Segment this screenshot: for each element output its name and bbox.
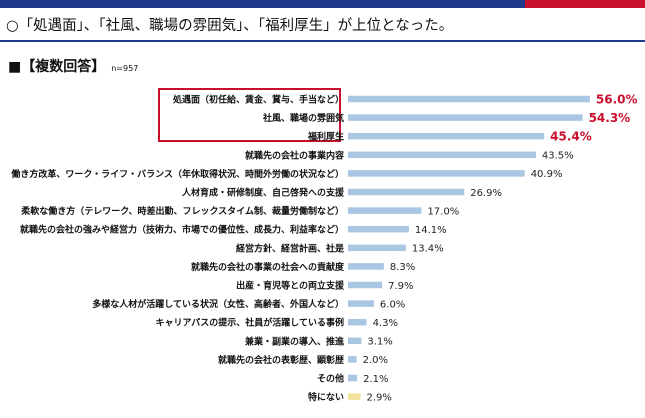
section-title-text: ■【複数回答】 <box>8 59 106 75</box>
bar <box>348 374 358 382</box>
category-label: 就職先の会社の事業の社会への貢献度 <box>191 261 345 273</box>
value-label: 40.9% <box>531 169 563 180</box>
value-label: 43.5% <box>542 151 574 162</box>
value-label: 7.9% <box>388 281 413 292</box>
bar <box>348 356 357 363</box>
value-label: 17.0% <box>427 206 459 217</box>
headline-divider <box>0 40 645 42</box>
bar <box>348 393 361 400</box>
bar <box>348 132 545 140</box>
bar <box>348 151 536 159</box>
category-label: 出産・育児等との両立支援 <box>236 280 345 292</box>
bar <box>348 300 374 307</box>
category-label: 就職先の会社の表彰歴、顕彰歴 <box>218 354 344 366</box>
category-label: 多様な人材が活躍している状況（女性、高齢者、外国人など） <box>92 298 344 310</box>
bar <box>348 114 583 121</box>
sample-size-label: n=957 <box>111 64 139 73</box>
category-label: 働き方改革、ワーク・ライフ・バランス（年休取得状況、時間外労働の状況など） <box>10 168 344 180</box>
bar <box>348 207 422 214</box>
category-label: その他 <box>317 373 344 385</box>
bar <box>348 263 384 270</box>
category-label: 処遇面（初任給、賃金、賞与、手当など） <box>172 94 344 106</box>
value-label: 26.9% <box>470 188 502 199</box>
value-label: 2.0% <box>363 355 388 366</box>
top-three-highlight-box <box>158 88 341 142</box>
category-label: 兼業・副業の導入、推進 <box>244 335 345 347</box>
category-label: 就職先の会社の事業内容 <box>245 149 344 161</box>
value-label: 6.0% <box>380 299 405 310</box>
value-label: 2.9% <box>367 392 392 403</box>
value-label: 45.4% <box>550 130 592 144</box>
category-label: 人材育成・研修制度、自己啓発への支援 <box>181 187 345 199</box>
bar <box>348 281 383 289</box>
value-label: 2.1% <box>363 374 388 385</box>
category-label: 就職先の会社の強みや経営力（技術力、市場での優位性、成長力、利益率など） <box>20 224 344 236</box>
category-label: 社風、職場の雰囲気 <box>262 112 344 124</box>
category-label: 福利厚生 <box>307 131 344 143</box>
bar <box>348 318 367 326</box>
page-headline: ○「処遇面」、「社風、職場の雰囲気」、「福利厚生」が上位となった。 <box>6 18 454 34</box>
value-label: 4.3% <box>373 318 398 329</box>
value-label: 8.3% <box>390 262 415 273</box>
top-banner-bar <box>0 0 645 8</box>
category-label: 特にない <box>308 391 344 403</box>
bar <box>348 244 406 252</box>
top-banner-accent <box>525 0 645 8</box>
category-label: 柔軟な働き方（テレワーク、時差出勤、フレックスタイム制、裁量労働制など） <box>20 205 344 217</box>
category-label: キャリアパスの提示、社員が活躍している事例 <box>155 317 344 329</box>
value-label: 56.0% <box>596 93 638 107</box>
bar <box>348 188 465 196</box>
bar <box>348 95 590 103</box>
category-label: 経営方針、経営計画、社是 <box>236 242 345 254</box>
value-label: 3.1% <box>367 337 392 348</box>
bar <box>348 170 525 177</box>
value-label: 13.4% <box>412 244 444 255</box>
value-label: 14.1% <box>415 225 447 236</box>
bar <box>348 337 362 345</box>
section-title: ■【複数回答】 n=957 <box>8 56 138 76</box>
value-label: 54.3% <box>589 111 631 125</box>
bar <box>348 225 409 233</box>
